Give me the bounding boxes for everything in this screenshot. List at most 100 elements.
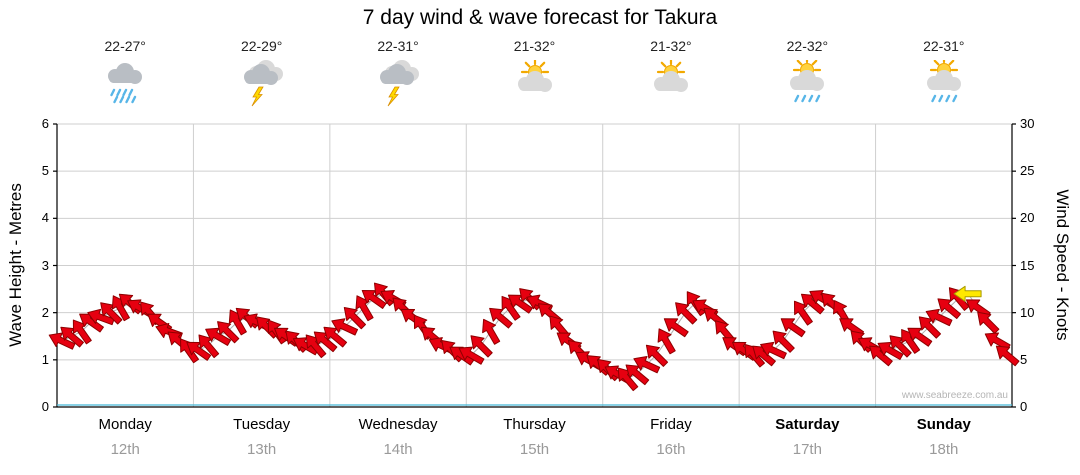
wind-arrow — [901, 329, 921, 354]
right-axis-tick: 5 — [1020, 351, 1028, 367]
day-icon-wrap — [102, 60, 148, 108]
day-icon-wrap — [648, 57, 694, 108]
wind-arrow — [907, 327, 933, 347]
right-axis-tick: 10 — [1020, 304, 1035, 320]
day-date: 15th — [519, 441, 550, 458]
day-date: 12th — [110, 441, 140, 458]
wind-arrow — [675, 302, 698, 325]
wind-arrow — [889, 335, 912, 358]
day-temp: 22-31° — [377, 38, 419, 54]
wind-arrow — [331, 318, 359, 336]
wind-arrow — [918, 316, 942, 339]
wind-arrow — [205, 327, 232, 346]
wind-arrow — [869, 345, 893, 367]
wind-arrow-highlight — [953, 285, 982, 302]
day-name: Friday — [650, 416, 692, 433]
day-name: Sunday — [916, 416, 971, 433]
wind-arrow — [489, 307, 513, 329]
wind-arrow — [877, 341, 904, 360]
day-icon-wrap — [239, 60, 285, 108]
wind-arrow — [305, 334, 327, 359]
day-name: Saturday — [775, 416, 840, 433]
wind-arrow — [198, 334, 220, 359]
day-name: Monday — [98, 416, 152, 433]
wind-arrow — [48, 332, 76, 350]
wind-arrow — [501, 295, 521, 321]
sun-shower-icon — [790, 55, 825, 103]
wind-arrow — [228, 309, 247, 336]
wind-arrow — [744, 343, 765, 368]
wind-arrow — [657, 328, 676, 355]
day-temp: 22-27° — [104, 38, 146, 54]
left-axis-tick: 3 — [41, 257, 49, 273]
wind-arrow — [617, 367, 639, 392]
wind-arrow — [79, 313, 104, 333]
day-name: Thursday — [503, 416, 566, 433]
wind-arrow — [100, 302, 123, 325]
day-name: Tuesday — [233, 416, 291, 433]
sun-shower-icon — [926, 55, 961, 103]
wind-arrow — [760, 341, 787, 360]
partly-sunny-icon — [517, 57, 552, 92]
wind-arrow — [458, 346, 485, 365]
day-date: 16th — [656, 441, 686, 458]
wind-arrow — [60, 326, 84, 348]
day-icon-wrap — [375, 60, 421, 108]
day-name: Wednesday — [358, 416, 438, 433]
left-axis-tick: 2 — [41, 304, 49, 320]
wind-arrow — [925, 308, 953, 327]
day-icon-wrap — [784, 55, 830, 108]
wind-arrow — [663, 318, 689, 338]
wind-arrow — [800, 293, 825, 315]
wind-arrow — [343, 307, 367, 330]
wind-arrow — [323, 326, 348, 348]
wind-arrow — [645, 344, 669, 367]
wind-arrow — [793, 300, 813, 326]
day-icon-wrap — [921, 55, 967, 108]
wind-arrow — [937, 298, 962, 320]
wind-arrow — [984, 332, 1011, 351]
day-date: 13th — [247, 441, 277, 458]
wind-arrow — [186, 341, 212, 361]
left-axis-tick: 5 — [41, 163, 49, 179]
wind-arrow — [470, 335, 493, 358]
wind-arrow — [361, 289, 387, 309]
wind-arrow — [217, 321, 240, 344]
right-axis-tick: 30 — [1020, 116, 1035, 131]
wind-arrow — [482, 318, 501, 345]
day-temp: 22-32° — [786, 38, 829, 54]
day-temp: 22-31° — [923, 38, 965, 54]
partly-sunny-icon — [653, 57, 688, 92]
day-temp: 21-32° — [650, 38, 692, 54]
day-date: 17th — [792, 441, 822, 458]
wind-arrow — [355, 295, 374, 322]
left-axis-tick: 4 — [41, 210, 49, 226]
left-axis-tick: 6 — [41, 116, 49, 131]
storm-icon — [380, 60, 420, 107]
day-date: 14th — [383, 441, 413, 458]
wind-arrow — [72, 319, 92, 345]
wind-arrow — [625, 364, 650, 386]
wind-arrow — [780, 318, 806, 338]
day-temp: 21-32° — [513, 38, 556, 54]
wind-arrow — [633, 356, 661, 374]
day-icon-wrap — [512, 57, 558, 108]
page-title: 7 day wind & wave forecast for Takura — [362, 6, 718, 29]
wind-arrow — [977, 311, 1000, 334]
left-axis-tick: 0 — [41, 399, 49, 414]
left-axis-tick: 1 — [41, 351, 49, 367]
wind-arrow — [507, 294, 533, 314]
right-axis-tick: 20 — [1020, 210, 1035, 226]
right-axis-tick: 25 — [1020, 163, 1035, 179]
wind-arrow — [313, 331, 338, 353]
day-temp: 22-29° — [240, 38, 283, 54]
day-date: 18th — [929, 441, 959, 458]
right-axis-tick: 15 — [1020, 257, 1035, 273]
right-axis-tick: 0 — [1020, 399, 1028, 414]
wind-arrow — [772, 330, 795, 353]
wind-arrow — [995, 345, 1020, 367]
wind-arrow — [111, 295, 130, 322]
rain-icon — [108, 63, 143, 104]
